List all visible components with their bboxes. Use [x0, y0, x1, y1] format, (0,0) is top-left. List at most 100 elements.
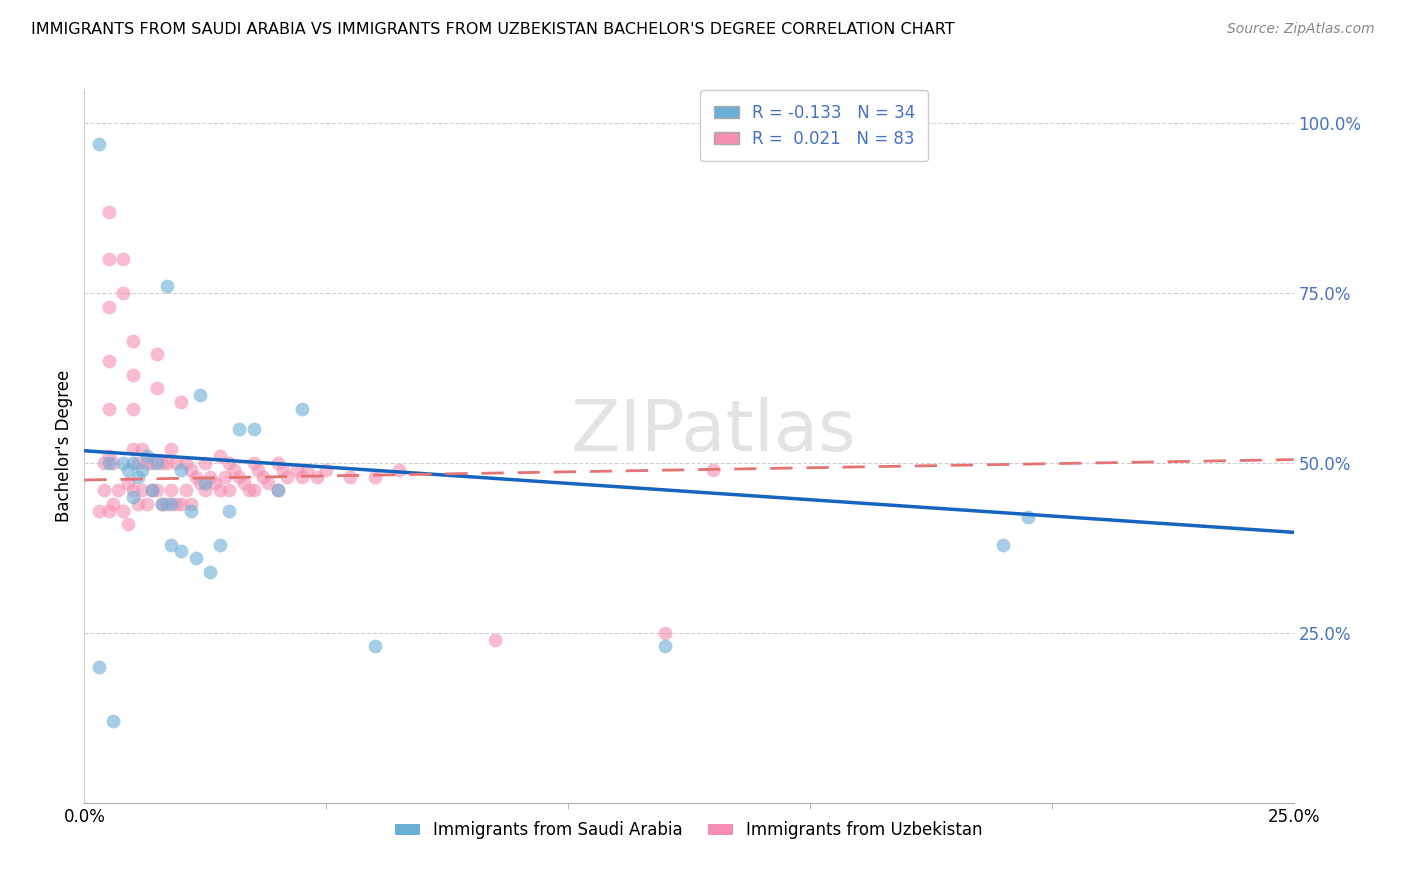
Text: Source: ZipAtlas.com: Source: ZipAtlas.com — [1227, 22, 1375, 37]
Point — [93, 456, 115, 470]
Point — [121, 490, 143, 504]
Point — [131, 463, 153, 477]
Point — [180, 497, 202, 511]
Point — [194, 476, 217, 491]
Point — [150, 497, 173, 511]
Point — [184, 551, 207, 566]
Point — [141, 483, 163, 498]
Point — [87, 503, 110, 517]
Point — [242, 483, 264, 498]
Point — [233, 476, 256, 491]
Point — [198, 565, 221, 579]
Point — [267, 456, 290, 470]
Point — [112, 456, 135, 470]
Legend: Immigrants from Saudi Arabia, Immigrants from Uzbekistan: Immigrants from Saudi Arabia, Immigrants… — [388, 814, 990, 846]
Point — [198, 469, 221, 483]
Point — [141, 456, 163, 470]
Point — [291, 401, 314, 416]
Text: ZIPatlas: ZIPatlas — [571, 397, 856, 467]
Point — [702, 463, 724, 477]
Point — [97, 300, 120, 314]
Point — [141, 483, 163, 498]
Point — [218, 483, 240, 498]
Point — [121, 401, 143, 416]
Point — [146, 347, 169, 361]
Point — [155, 497, 177, 511]
Point — [97, 449, 120, 463]
Point — [170, 497, 193, 511]
Point — [150, 497, 173, 511]
Point — [165, 456, 187, 470]
Point — [276, 469, 298, 483]
Point — [204, 476, 226, 491]
Point — [654, 626, 676, 640]
Point — [136, 456, 159, 470]
Point — [228, 422, 250, 436]
Point — [993, 537, 1015, 551]
Point — [388, 463, 411, 477]
Point — [267, 483, 290, 498]
Point — [117, 517, 139, 532]
Point — [208, 537, 231, 551]
Point — [97, 204, 120, 219]
Point — [136, 449, 159, 463]
Point — [97, 456, 120, 470]
Point — [155, 456, 177, 470]
Point — [112, 503, 135, 517]
Point — [121, 442, 143, 457]
Point — [127, 456, 149, 470]
Point — [295, 463, 318, 477]
Point — [194, 456, 217, 470]
Point — [155, 279, 177, 293]
Point — [97, 503, 120, 517]
Point — [107, 483, 129, 498]
Point — [87, 136, 110, 151]
Point — [127, 469, 149, 483]
Point — [136, 497, 159, 511]
Point — [291, 469, 314, 483]
Point — [363, 469, 385, 483]
Point — [180, 463, 202, 477]
Point — [121, 456, 143, 470]
Point — [228, 469, 250, 483]
Point — [121, 334, 143, 348]
Point — [170, 463, 193, 477]
Point — [131, 483, 153, 498]
Point — [315, 463, 337, 477]
Point — [242, 456, 264, 470]
Point — [257, 476, 280, 491]
Point — [97, 354, 120, 368]
Point — [97, 252, 120, 266]
Point — [174, 456, 197, 470]
Point — [214, 469, 236, 483]
Point — [93, 483, 115, 498]
Point — [150, 456, 173, 470]
Point — [180, 503, 202, 517]
Point — [238, 483, 260, 498]
Point — [87, 660, 110, 674]
Point — [117, 463, 139, 477]
Point — [170, 394, 193, 409]
Point — [285, 463, 308, 477]
Point — [112, 252, 135, 266]
Point — [160, 483, 183, 498]
Point — [160, 537, 183, 551]
Point — [103, 456, 125, 470]
Point — [146, 381, 169, 395]
Point — [131, 442, 153, 457]
Point — [194, 483, 217, 498]
Point — [1017, 510, 1039, 524]
Point — [165, 497, 187, 511]
Y-axis label: Bachelor's Degree: Bachelor's Degree — [55, 370, 73, 522]
Point — [654, 640, 676, 654]
Point — [271, 463, 294, 477]
Point — [224, 463, 246, 477]
Point — [97, 401, 120, 416]
Point — [208, 483, 231, 498]
Point — [160, 497, 183, 511]
Point — [174, 483, 197, 498]
Point — [184, 469, 207, 483]
Point — [267, 483, 290, 498]
Point — [112, 286, 135, 301]
Point — [117, 476, 139, 491]
